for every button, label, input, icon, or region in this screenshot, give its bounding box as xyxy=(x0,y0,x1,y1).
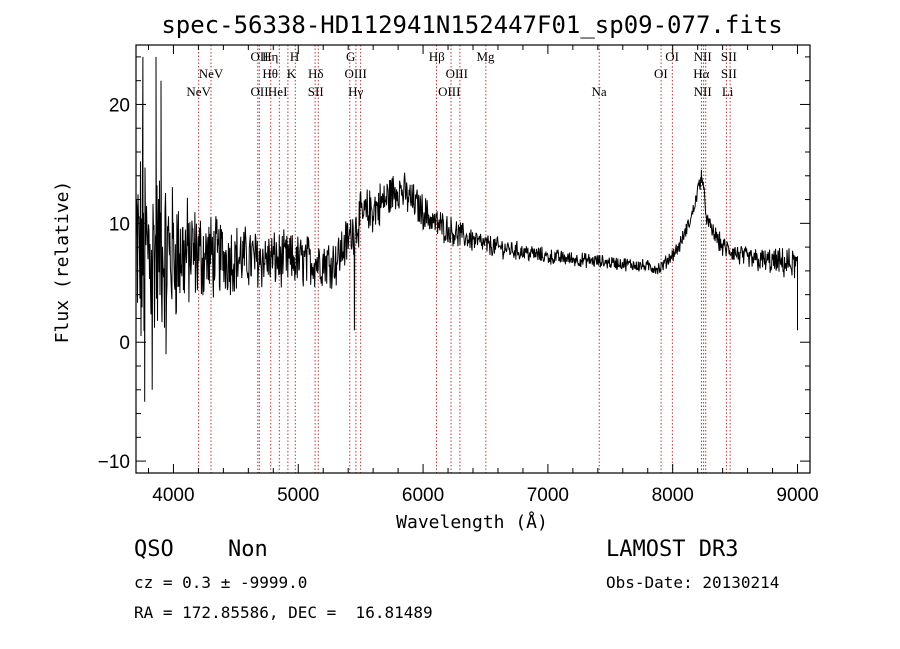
emission-line-label: Hδ xyxy=(308,66,324,81)
object-subclass: Non xyxy=(228,537,268,562)
emission-line-label: Hη xyxy=(262,49,278,64)
x-tick-label: 4000 xyxy=(152,485,194,506)
y-tick-label: 20 xyxy=(109,95,130,116)
emission-line-label: Hβ xyxy=(429,49,445,64)
x-tick-label: 6000 xyxy=(402,485,444,506)
observation-date: Obs-Date: 20130214 xyxy=(606,573,780,592)
emission-line-label: Hγ xyxy=(348,84,363,99)
emission-line-label: NeV xyxy=(186,84,211,99)
x-tick-label: 9000 xyxy=(776,485,818,506)
emission-line-label: SII xyxy=(721,66,737,81)
spectrum-line xyxy=(135,56,798,402)
emission-line-label: H xyxy=(290,49,299,64)
emission-line-label: OI xyxy=(665,49,679,64)
object-class: QSO xyxy=(134,537,174,562)
emission-line-label: Na xyxy=(591,84,606,99)
emission-line-label: OII xyxy=(251,84,269,99)
redshift-readout: cz = 0.3 ± -9999.0 xyxy=(134,573,308,592)
emission-line-label: OIII xyxy=(344,66,366,81)
x-tick-label: 5000 xyxy=(277,485,319,506)
emission-line-label: K xyxy=(287,66,297,81)
axis-ticks xyxy=(136,45,810,473)
y-axis-title: Flux (relative) xyxy=(52,181,73,344)
emission-line-label: OI xyxy=(654,66,668,81)
spectrum-chart: spec-56338-HD112941N152447F01_sp09-077.f… xyxy=(52,11,819,533)
emission-line-label: Hθ xyxy=(262,66,278,81)
emission-line-label: SII xyxy=(308,84,324,99)
x-tick-label: 8000 xyxy=(652,485,694,506)
y-tick-label: 0 xyxy=(119,333,130,354)
coordinates-readout: RA = 172.85586, DEC = 16.81489 xyxy=(134,603,433,622)
emission-line-label: Li xyxy=(722,84,734,99)
emission-line-label: G xyxy=(346,49,355,64)
emission-line-label: Mg xyxy=(476,49,495,64)
y-tick-label: 10 xyxy=(109,214,130,235)
emission-line-label: NeV xyxy=(199,66,224,81)
emission-line-markers xyxy=(198,45,731,473)
emission-line-label: NII xyxy=(694,49,712,64)
survey-label: LAMOST DR3 xyxy=(606,537,739,562)
x-tick-label: 7000 xyxy=(527,485,569,506)
chart-title: spec-56338-HD112941N152447F01_sp09-077.f… xyxy=(161,11,782,39)
emission-line-label: OIII xyxy=(446,66,468,81)
y-tick-label: −10 xyxy=(98,452,130,473)
emission-line-label: Hα xyxy=(693,66,709,81)
emission-line-label: NII xyxy=(694,84,712,99)
emission-line-label: SII xyxy=(721,49,737,64)
emission-line-label: HeI xyxy=(268,84,288,99)
axis-tick-labels: 4000 5000 6000 7000 8000 9000 −10 0 10 20 xyxy=(98,95,819,506)
x-axis-title: Wavelength (Å) xyxy=(396,511,548,533)
emission-line-label: OII xyxy=(251,49,269,64)
emission-line-label: OIII xyxy=(438,84,460,99)
spectrum-series xyxy=(135,56,798,402)
